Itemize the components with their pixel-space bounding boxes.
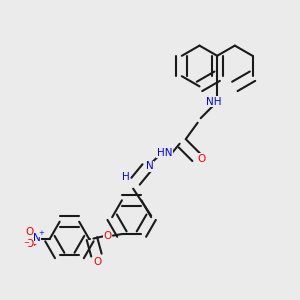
Text: −: − (23, 240, 29, 246)
Text: N: N (33, 233, 41, 243)
Text: NH: NH (206, 97, 222, 107)
Text: +: + (38, 230, 44, 236)
Text: O: O (26, 227, 34, 237)
Text: H: H (122, 172, 130, 182)
Text: N: N (146, 161, 154, 171)
Text: HN: HN (157, 148, 172, 158)
Text: O: O (26, 239, 34, 249)
Text: O: O (93, 257, 101, 267)
Text: O: O (197, 154, 206, 164)
Text: O: O (103, 231, 112, 241)
